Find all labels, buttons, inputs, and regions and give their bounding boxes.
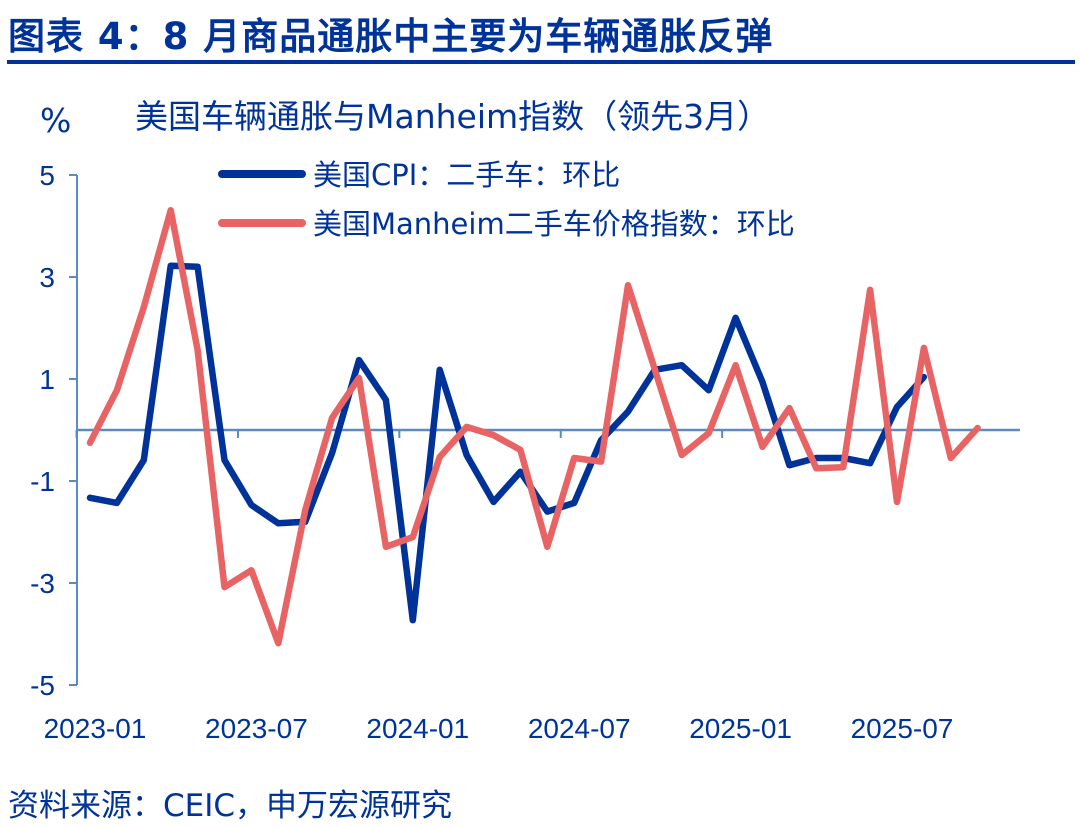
series-line-manheim [86,206,981,647]
axes: 5 3 1 -1 -3 -5 2023-01 2023-07 2024-01 2024-07 202… [30,160,1020,744]
x-tick-label: 2024-07 [528,713,631,744]
y-tick-label: -5 [30,670,55,701]
y-tick-label: 1 [39,364,55,395]
x-tick-label: 2023-07 [205,713,308,744]
legend-label-manheim: 美国Manheim二手车价格指数：环比 [313,207,795,241]
x-tick-label: 2023-01 [44,713,147,744]
title-underline [7,60,1075,64]
y-tick-label: -3 [30,568,55,599]
x-tick-label: 2025-01 [689,713,792,744]
y-tick-label: -1 [30,466,55,497]
x-tick-label: 2024-01 [366,713,469,744]
y-axis-unit-label: % [40,101,71,140]
legend: 美国CPI：二手车：环比 美国Manheim二手车价格指数：环比 [218,158,795,241]
y-tick-label: 5 [39,160,55,191]
series-line-cpi [86,262,928,624]
figure-title: 图表 4：8 月商品通胀中主要为车辆通胀反弹 [8,15,774,58]
legend-label-cpi: 美国CPI：二手车：环比 [313,158,620,192]
x-tick-label: 2025-07 [851,713,954,744]
y-tick-label: 3 [39,262,55,293]
chart-title: 美国车辆通胀与Manheim指数（领先3月） [135,97,770,136]
source-note: 资料来源：CEIC，申万宏源研究 [8,788,453,824]
series-lines [86,206,981,647]
